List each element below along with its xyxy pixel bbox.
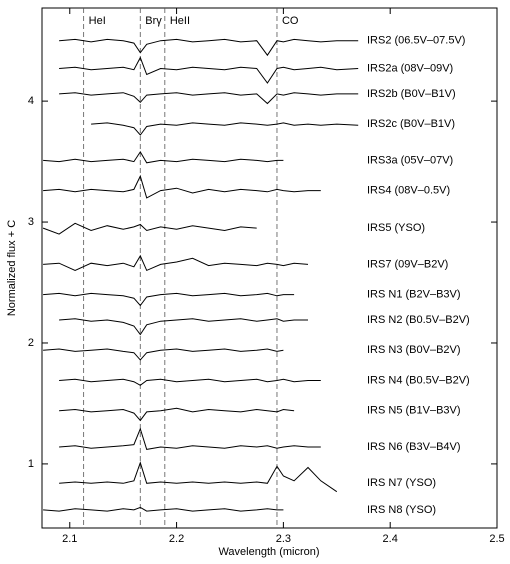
spectrum-line [43,174,321,199]
y-tick-label: 1 [28,458,34,470]
x-tick-label: 2.4 [383,533,398,545]
spectrum-line [59,92,359,105]
y-tick-label: 2 [28,337,34,349]
x-tick-label: 2.3 [276,533,291,545]
series-label: IRS N3 (B0V–B2V) [367,344,461,356]
line-marker-label: HeII [170,15,190,27]
series-label: IRS4 (08V–0.5V) [367,185,450,197]
spectrum-line [91,122,359,136]
spectrum-line [59,318,308,336]
series-label: IRS N8 (YSO) [367,504,436,516]
spectrum-line [59,378,321,386]
spectrum-line [59,38,359,57]
spectrum-line [59,56,359,84]
series-label: IRS N7 (YSO) [367,477,436,489]
spectrum-line [42,222,257,235]
spectrum-line [43,150,284,164]
series-label: IRS5 (YSO) [367,222,425,234]
spectrum-line [59,407,295,422]
x-tick-label: 2.2 [169,533,184,545]
series-label: IRS N1 (B2V–B3V) [367,289,461,301]
x-tick-label: 2.5 [489,533,504,545]
series-label: IRS N6 (B3V–B4V) [367,441,461,453]
series-label: IRS3a (05V–07V) [367,154,453,166]
spectrum-line [59,461,338,493]
series-label: IRS N4 (B0.5V–B2V) [367,374,470,386]
x-axis-title: Wavelength (micron) [218,546,319,558]
y-tick-label: 4 [28,95,34,107]
series-label: IRS2a (08V–09V) [367,62,453,74]
line-marker-label: Brγ [145,15,162,27]
spectrum-line [59,427,321,450]
y-tick-label: 3 [28,216,34,228]
spectrum-line [43,506,284,512]
line-marker-label: HeI [89,15,106,27]
y-axis-title: Normalized flux + C [6,220,18,316]
series-label: IRS N2 (B0.5V–B2V) [367,314,470,326]
series-label: IRS N5 (B1V–B3V) [367,405,461,417]
line-marker-label: CO [282,15,299,27]
spectrum-line [43,348,284,361]
plot-frame [41,7,498,529]
spectrum-line [43,292,295,307]
series-label: IRS2c (B0V–B1V) [367,118,455,130]
series-label: IRS2 (06.5V–07.5V) [367,35,465,47]
spectrum-line [43,254,309,272]
x-tick-label: 2.1 [62,533,77,545]
series-label: IRS2b (B0V–B1V) [367,88,456,100]
series-label: IRS7 (09V–B2V) [367,258,448,270]
